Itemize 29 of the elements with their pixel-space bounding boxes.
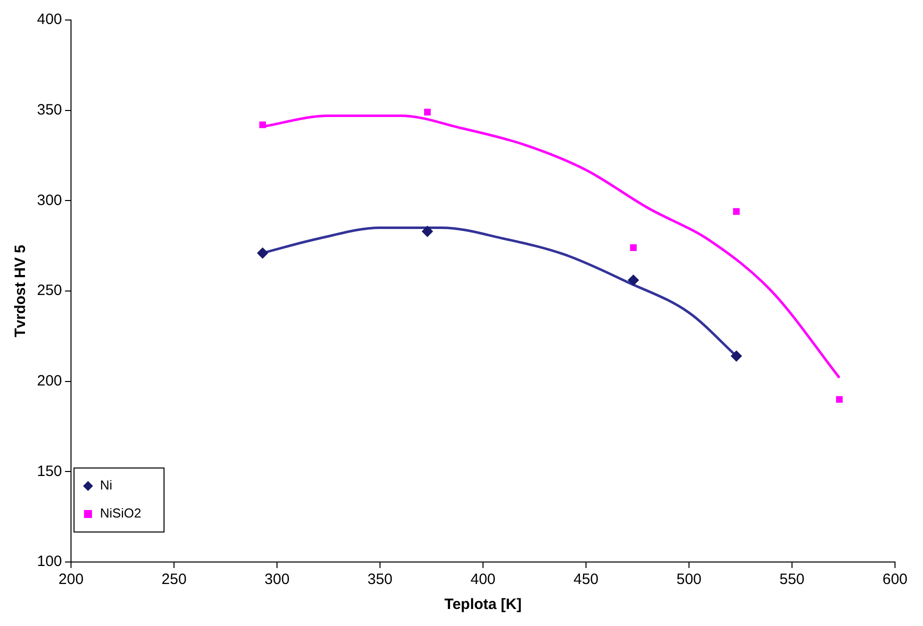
point [259, 121, 266, 128]
y-tick-label: 200 [36, 372, 62, 390]
point [257, 248, 268, 259]
x-tick-label: 600 [882, 571, 908, 588]
point [424, 108, 431, 116]
point [628, 274, 639, 286]
y-tick-label: 350 [36, 101, 62, 118]
x-tick-label: 200 [58, 571, 84, 588]
x-tick-label: 450 [573, 571, 599, 588]
point [730, 350, 742, 362]
legend-label: Ni [100, 478, 112, 493]
x-tick-label: 350 [368, 571, 393, 588]
x-tick-label: 500 [676, 571, 702, 588]
x-axis-title: Teplota [K] [444, 596, 522, 614]
legend-label: NiSiO2 [100, 506, 142, 521]
x-tick-label: 250 [162, 571, 187, 588]
y-tick-label: 250 [36, 282, 62, 300]
x-tick-label: 300 [264, 571, 290, 588]
y-tick-label: 300 [36, 192, 62, 209]
y-tick-label: 150 [36, 462, 62, 480]
y-tick-label: 100 [36, 553, 62, 570]
point [836, 396, 843, 403]
point [422, 226, 433, 237]
point [630, 244, 637, 251]
y-axis-title: Tvrdost HV 5 [12, 244, 30, 338]
x-tick-label: 400 [470, 571, 496, 588]
point [733, 208, 740, 215]
x-tick-label: 550 [779, 571, 805, 588]
y-tick-label: 400 [36, 11, 62, 28]
